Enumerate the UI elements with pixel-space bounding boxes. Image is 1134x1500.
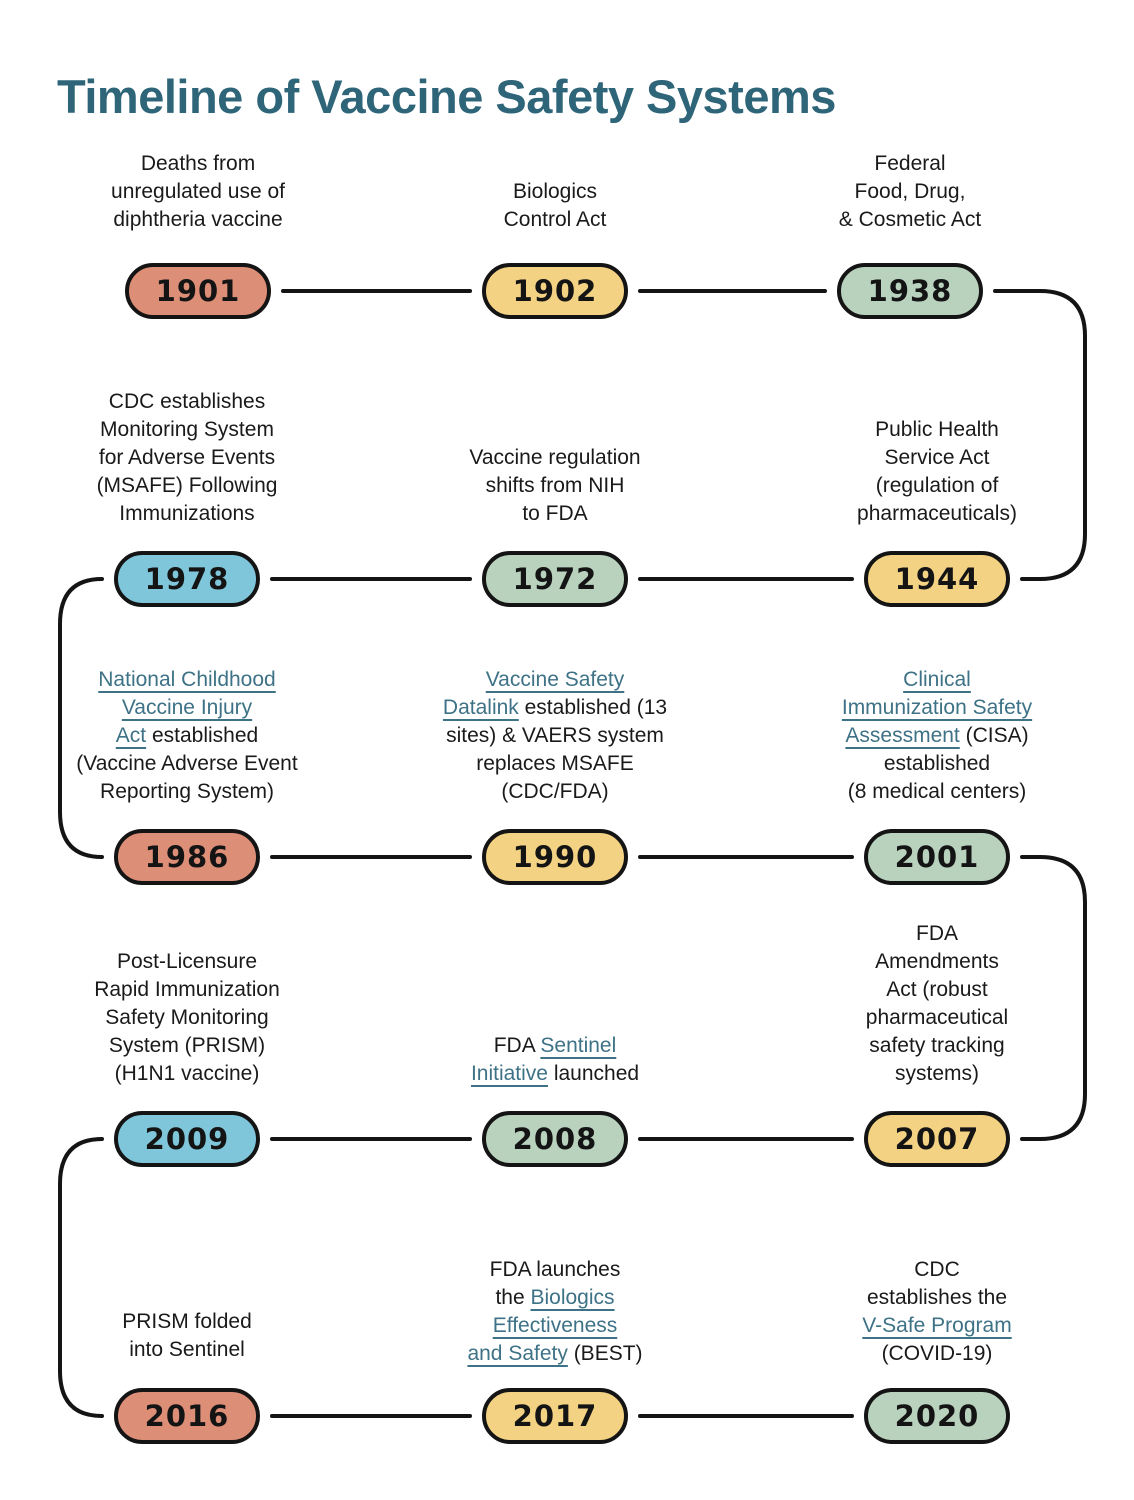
label-text: launched [547,1062,640,1085]
year-pill-1990: 1990 [482,829,628,885]
label-text: CDC establishes the [866,1258,1008,1309]
link-v-safe-program[interactable]: V-Safe Program [862,1314,1012,1337]
event-label-1990: Vaccine Safety Datalink established (13 … [390,666,720,806]
link-biologics-effectiveness-and-safety[interactable]: Biologics Effectiveness and Safety [467,1286,618,1365]
link-sentinel-initiative[interactable]: Sentinel Initiative [470,1034,617,1085]
connector-2009-2016 [58,1137,104,1418]
year-text-2017: 2017 [512,1399,598,1433]
event-label-1938: Federal Food, Drug, & Cosmetic Act [745,150,1075,234]
label-text: (COVID-19) [881,1342,993,1365]
event-label-2016: PRISM folded into Sentinel [27,1308,347,1364]
year-text-2008: 2008 [512,1122,598,1156]
connector-1978-1986 [58,577,104,859]
year-text-1990: 1990 [512,840,598,874]
year-pill-1986: 1986 [114,829,260,885]
label-text: established (13 sites) & VAERS system re… [446,696,668,803]
year-text-2020: 2020 [894,1399,980,1433]
year-text-1938: 1938 [867,274,953,308]
year-text-1986: 1986 [144,840,230,874]
event-label-2020: CDC establishes the V-Safe Program (COVI… [772,1256,1102,1368]
event-label-2008: FDA Sentinel Initiative launched [390,1032,720,1088]
label-text: (BEST) [567,1342,643,1365]
year-pill-1938: 1938 [837,263,983,319]
link-national-childhood-vaccine-injury-act[interactable]: National Childhood Vaccine Injury Act [98,668,276,747]
year-pill-1901: 1901 [125,263,271,319]
year-pill-2017: 2017 [482,1388,628,1444]
year-pill-1978: 1978 [114,551,260,607]
connector-2001-2007 [1020,855,1087,1141]
year-pill-1944: 1944 [864,551,1010,607]
event-label-1978: CDC establishes Monitoring System for Ad… [27,388,347,528]
year-pill-2016: 2016 [114,1388,260,1444]
label-text: Deaths from unregulated use of diphtheri… [111,152,285,231]
label-text: PRISM folded into Sentinel [122,1310,252,1361]
year-text-1902: 1902 [512,274,598,308]
year-text-2001: 2001 [894,840,980,874]
label-text: FDA [493,1034,541,1057]
label-text: Post-Licensure Rapid Immunization Safety… [94,950,280,1085]
year-text-2007: 2007 [894,1122,980,1156]
year-pill-1972: 1972 [482,551,628,607]
label-text: Federal Food, Drug, & Cosmetic Act [838,152,982,231]
event-label-1972: Vaccine regulation shifts from NIH to FD… [395,444,715,528]
event-label-2001: Clinical Immunization Safety Assessment … [772,666,1102,806]
year-text-2009: 2009 [144,1122,230,1156]
label-text: Biologics Control Act [503,180,607,231]
event-label-2017: FDA launches the Biologics Effectiveness… [390,1256,720,1368]
label-text: FDA launches the [489,1258,621,1309]
year-text-1978: 1978 [144,562,230,596]
label-text: CDC establishes Monitoring System for Ad… [96,390,278,525]
event-label-1901: Deaths from unregulated use of diphtheri… [38,150,358,234]
year-text-1944: 1944 [894,562,980,596]
label-text: Public Health Service Act (regulation of… [857,418,1017,525]
year-text-1972: 1972 [512,562,598,596]
year-pill-2001: 2001 [864,829,1010,885]
label-text: Vaccine regulation shifts from NIH to FD… [469,446,641,525]
link-clinical-immunization-safety-assessment[interactable]: Clinical Immunization Safety Assessment [841,668,1033,747]
event-label-2007: FDA Amendments Act (robust pharmaceutica… [772,920,1102,1088]
event-label-1944: Public Health Service Act (regulation of… [772,416,1102,528]
year-text-2016: 2016 [144,1399,230,1433]
year-text-1901: 1901 [155,274,241,308]
year-pill-1902: 1902 [482,263,628,319]
page-title: Timeline of Vaccine Safety Systems [57,70,836,124]
connector-1938-1944 [993,289,1087,581]
label-text: FDA Amendments Act (robust pharmaceutica… [865,922,1009,1085]
year-pill-2020: 2020 [864,1388,1010,1444]
event-label-1986: National Childhood Vaccine Injury Act es… [27,666,347,806]
label-text: (CISA) established (8 medical centers) [847,724,1029,803]
label-text: established (Vaccine Adverse Event Repor… [76,724,298,803]
event-label-1902: Biologics Control Act [395,178,715,234]
year-pill-2009: 2009 [114,1111,260,1167]
year-pill-2008: 2008 [482,1111,628,1167]
event-label-2009: Post-Licensure Rapid Immunization Safety… [27,948,347,1088]
link-vaccine-safety-datalink[interactable]: Vaccine Safety Datalink [442,668,625,719]
year-pill-2007: 2007 [864,1111,1010,1167]
